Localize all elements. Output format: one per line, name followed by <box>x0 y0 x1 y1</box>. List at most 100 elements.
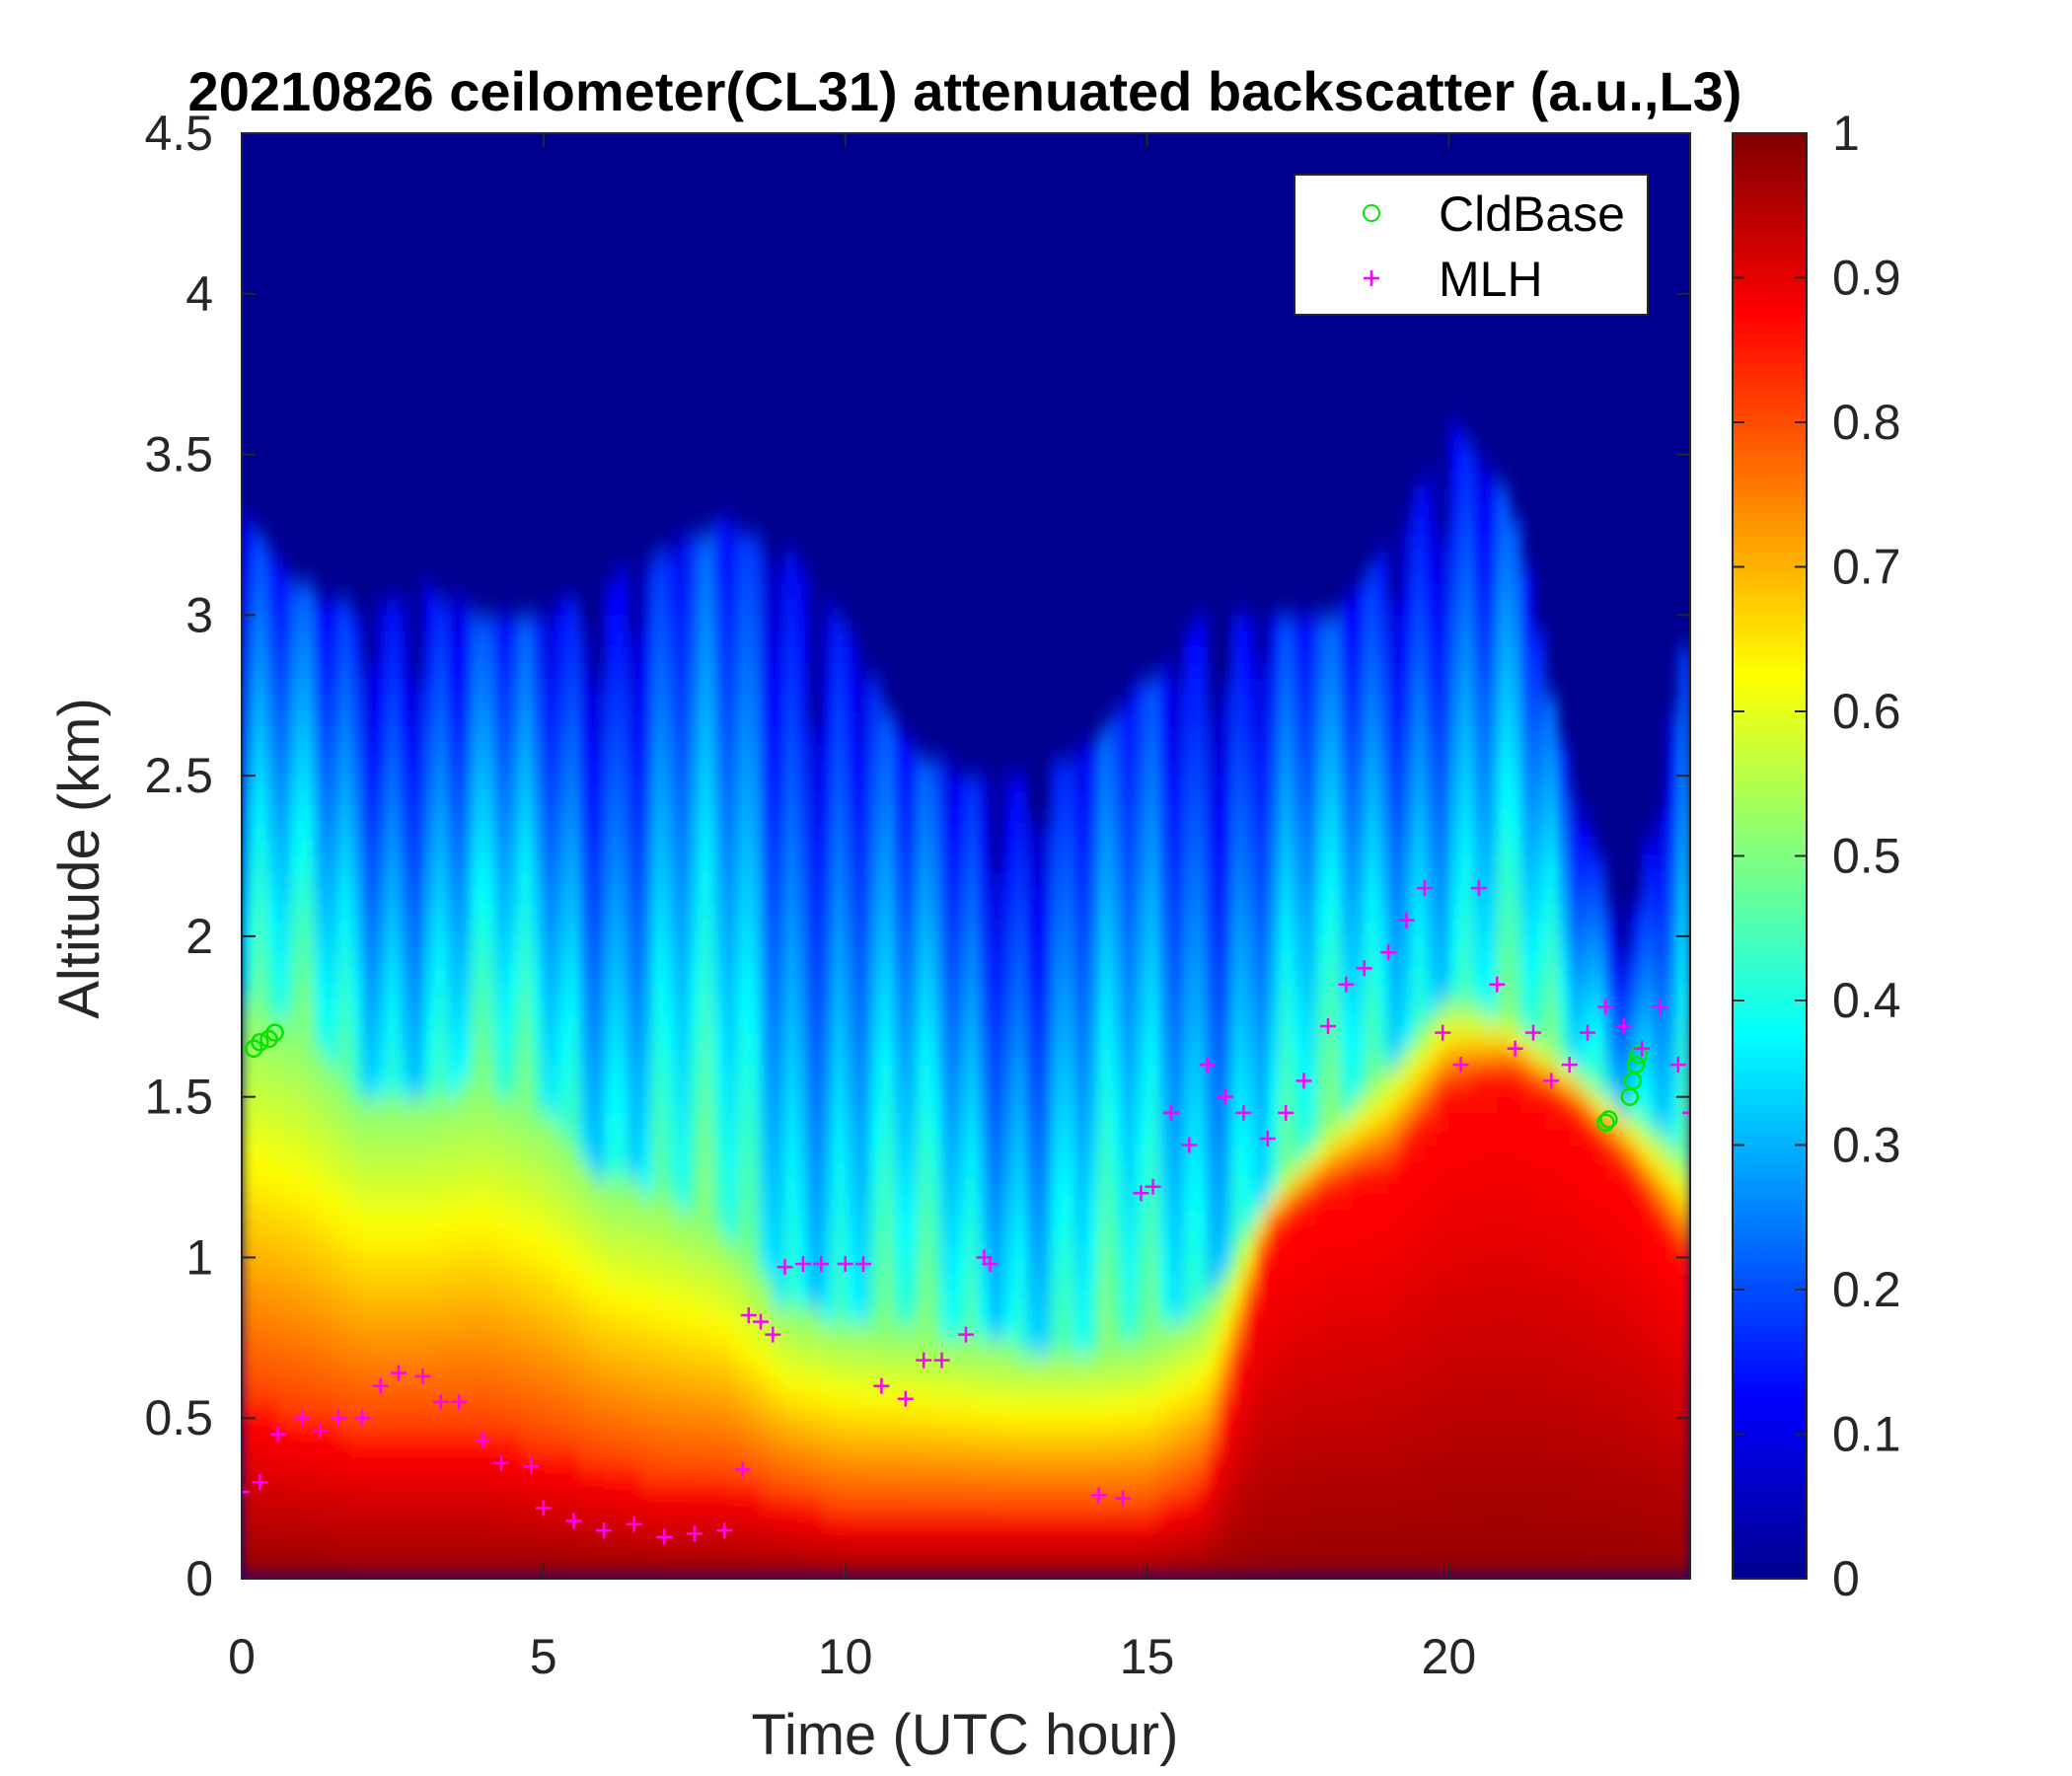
heatmap-cell <box>1098 1514 1112 1531</box>
heatmap-cell <box>579 1224 593 1242</box>
heatmap-cell <box>1219 1209 1232 1226</box>
heatmap-cell <box>350 968 364 986</box>
heatmap-cell <box>869 968 883 986</box>
heatmap-cell <box>1183 1562 1197 1579</box>
heatmap-cell <box>881 823 895 842</box>
heatmap-cell <box>761 1385 775 1403</box>
heatmap-cell <box>651 1112 665 1131</box>
heatmap-cell <box>773 840 786 857</box>
heatmap-cell <box>531 935 545 953</box>
heatmap-cell <box>1207 743 1221 761</box>
heatmap-cell <box>845 1401 858 1420</box>
heatmap-cell <box>1231 871 1245 889</box>
heatmap-cell <box>941 1466 955 1484</box>
heatmap-cell <box>1062 1514 1075 1531</box>
heatmap-cell <box>567 823 581 842</box>
heatmap-cell <box>893 1546 907 1564</box>
heatmap-cell <box>1170 1032 1184 1050</box>
heatmap-cell <box>507 1129 521 1147</box>
heatmap-cell <box>821 663 835 681</box>
heatmap-cell <box>978 871 992 889</box>
heatmap-cell <box>724 904 738 922</box>
heatmap-cell <box>1110 1032 1124 1050</box>
heatmap-cell <box>302 1290 316 1307</box>
heatmap-cell <box>869 1032 883 1050</box>
heatmap-cell <box>1074 1016 1088 1034</box>
heatmap-cell <box>289 1080 303 1098</box>
heatmap-cell <box>664 630 678 648</box>
heatmap-cell <box>651 776 665 793</box>
heatmap-cell <box>1026 1418 1040 1436</box>
heatmap-cell <box>362 935 376 953</box>
heatmap-cell <box>277 1209 291 1226</box>
heatmap-cell <box>1086 1065 1100 1082</box>
heatmap-cell <box>1001 1112 1015 1131</box>
heatmap-cell <box>374 679 388 697</box>
heatmap-cell <box>941 1065 955 1082</box>
heatmap-cell <box>459 1241 473 1259</box>
heatmap-cell <box>748 855 762 873</box>
heatmap-cell <box>651 1080 665 1098</box>
heatmap-cell <box>1195 695 1209 712</box>
heatmap-cell <box>833 630 847 648</box>
heatmap-cell <box>1110 727 1124 745</box>
heatmap-cell <box>604 759 618 777</box>
heatmap-cell <box>434 1112 448 1131</box>
heatmap-cell <box>1050 1482 1064 1500</box>
heatmap-cell <box>362 791 376 809</box>
heatmap-cell <box>591 1449 605 1467</box>
heatmap-cell <box>664 791 678 809</box>
heatmap-cell <box>953 1209 967 1226</box>
heatmap-cell <box>616 1193 629 1211</box>
heatmap-cell <box>471 663 484 681</box>
heatmap-cell <box>990 1498 1003 1516</box>
heatmap-cell <box>941 1080 955 1098</box>
heatmap-cell <box>1110 807 1124 825</box>
heatmap-cell <box>1050 1385 1064 1403</box>
heatmap-cell <box>736 840 750 857</box>
heatmap-cell <box>978 1080 992 1098</box>
heatmap-cell <box>591 743 605 761</box>
heatmap-cell <box>1050 1498 1064 1516</box>
heatmap-cell <box>821 599 835 617</box>
heatmap-cell <box>856 1401 870 1420</box>
heatmap-cell <box>1255 679 1269 697</box>
heatmap-cell <box>748 1224 762 1242</box>
heatmap-cell <box>326 823 339 842</box>
heatmap-cell <box>314 1434 328 1451</box>
heatmap-cell <box>543 1321 556 1339</box>
heatmap-cell <box>639 1145 653 1162</box>
heatmap-cell <box>326 679 339 697</box>
heatmap-cell <box>543 1530 556 1548</box>
heatmap-cell <box>796 807 810 825</box>
heatmap-cell <box>616 1401 629 1420</box>
heatmap-cell <box>761 952 775 970</box>
heatmap-cell <box>519 855 533 873</box>
heatmap-cell <box>1038 1177 1052 1195</box>
heatmap-cell <box>856 1224 870 1242</box>
heatmap-cell <box>1255 1530 1269 1548</box>
heatmap-cell <box>1135 727 1148 745</box>
heatmap-cell <box>712 807 726 825</box>
heatmap-cell <box>1158 1032 1172 1050</box>
heatmap-cell <box>1001 1241 1015 1259</box>
heatmap-cell <box>1207 1080 1221 1098</box>
heatmap-cell <box>1158 968 1172 986</box>
heatmap-cell <box>1231 1514 1245 1531</box>
heatmap-cell <box>459 1498 473 1516</box>
heatmap-cell <box>482 1498 496 1516</box>
heatmap-cell <box>893 920 907 937</box>
heatmap-cell <box>1098 1305 1112 1323</box>
heatmap-cell <box>399 1241 412 1259</box>
heatmap-cell <box>1086 840 1100 857</box>
heatmap-cell <box>302 1530 316 1548</box>
heatmap-cell <box>277 1369 291 1387</box>
heatmap-cell <box>1255 871 1269 889</box>
heatmap-cell <box>1243 935 1257 953</box>
heatmap-cell <box>712 823 726 842</box>
heatmap-cell <box>628 1418 641 1436</box>
heatmap-cell <box>736 776 750 793</box>
heatmap-cell <box>543 1369 556 1387</box>
heatmap-cell <box>1243 984 1257 1001</box>
heatmap-cell <box>1050 1209 1064 1226</box>
